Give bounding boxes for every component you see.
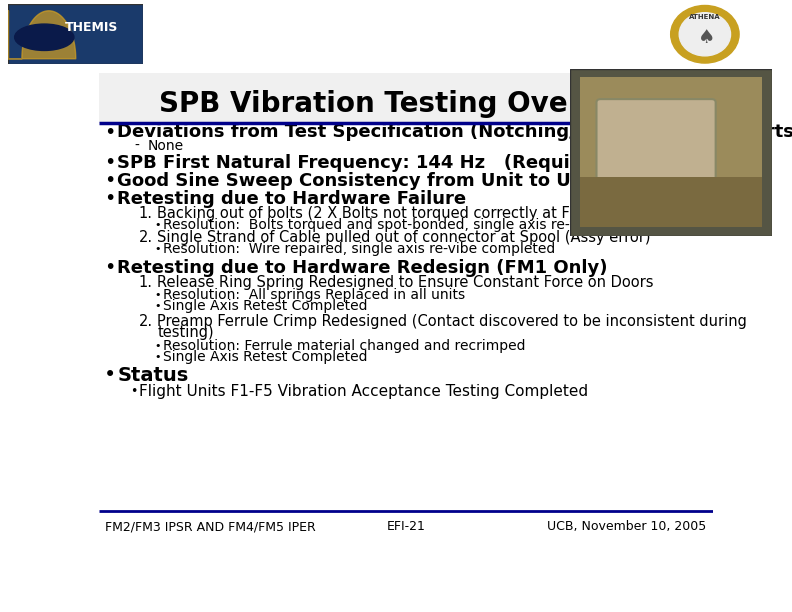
- FancyBboxPatch shape: [99, 73, 713, 123]
- Text: 2.: 2.: [139, 230, 153, 245]
- Text: FM2/FM3 IPSR AND FM4/FM5 IPER: FM2/FM3 IPSR AND FM4/FM5 IPER: [105, 520, 316, 533]
- Text: None: None: [148, 138, 185, 152]
- Text: •: •: [104, 123, 116, 142]
- Text: •: •: [104, 189, 116, 208]
- Text: Resolution:  Bolts torqued and spot-bonded, single axis re-vibe completed: Resolution: Bolts torqued and spot-bonde…: [163, 218, 677, 232]
- Text: •: •: [154, 301, 161, 312]
- Text: Good Sine Sweep Consistency from Unit to Unit (within 15 Hz): Good Sine Sweep Consistency from Unit to…: [117, 172, 748, 190]
- Text: Preamp Ferrule Crimp Redesigned (Contact discovered to be inconsistent during: Preamp Ferrule Crimp Redesigned (Contact…: [158, 314, 747, 329]
- Text: Flight Units F1-F5 Vibration Acceptance Testing Completed: Flight Units F1-F5 Vibration Acceptance …: [139, 384, 588, 399]
- Text: 1.: 1.: [139, 275, 153, 290]
- Circle shape: [671, 6, 739, 63]
- Text: Resolution:  Wire repaired, single axis re-vibe completed: Resolution: Wire repaired, single axis r…: [163, 242, 556, 256]
- Text: •: •: [104, 365, 116, 385]
- Text: $\spadesuit$: $\spadesuit$: [697, 28, 713, 47]
- Text: Retesting due to Hardware Redesign (FM1 Only): Retesting due to Hardware Redesign (FM1 …: [117, 259, 608, 277]
- Text: Deviations from Test Specification (Notching/Force Limiting/Aborts): Deviations from Test Specification (Notc…: [117, 124, 792, 141]
- Text: UCB, November 10, 2005: UCB, November 10, 2005: [547, 520, 706, 533]
- Text: Backing out of bolts (2 X Bolts not torqued correctly at Flight Build): Backing out of bolts (2 X Bolts not torq…: [158, 206, 649, 221]
- Circle shape: [680, 13, 730, 56]
- Text: testing): testing): [158, 325, 214, 340]
- Text: Retesting due to Hardware Failure: Retesting due to Hardware Failure: [117, 190, 466, 208]
- Text: SPB Vibration Testing Overview: SPB Vibration Testing Overview: [158, 90, 653, 118]
- Text: ATHENA: ATHENA: [689, 15, 721, 20]
- Text: Resolution:  All springs Replaced in all units: Resolution: All springs Replaced in all …: [163, 288, 466, 302]
- Text: SPB First Natural Frequency: 144 Hz   (Requirement:  >75 Hz): SPB First Natural Frequency: 144 Hz (Req…: [117, 154, 743, 172]
- Text: •: •: [154, 341, 161, 351]
- Text: Single Axis Retest Completed: Single Axis Retest Completed: [163, 350, 368, 364]
- Text: •: •: [154, 244, 161, 254]
- FancyBboxPatch shape: [8, 4, 143, 64]
- Circle shape: [15, 24, 74, 50]
- Text: THEMIS: THEMIS: [65, 21, 118, 34]
- Text: EFI-21: EFI-21: [386, 520, 425, 533]
- Text: •: •: [154, 220, 161, 230]
- Text: -: -: [134, 138, 139, 152]
- Text: Resolution: Ferrule material changed and recrimped: Resolution: Ferrule material changed and…: [163, 339, 526, 353]
- Text: •: •: [154, 290, 161, 300]
- Text: •: •: [104, 258, 116, 277]
- FancyBboxPatch shape: [596, 99, 716, 181]
- Text: •: •: [154, 352, 161, 362]
- Text: •: •: [130, 385, 137, 398]
- FancyBboxPatch shape: [581, 177, 762, 227]
- Text: 1.: 1.: [139, 206, 153, 221]
- Text: Release Ring Spring Redesigned to Ensure Constant Force on Doors: Release Ring Spring Redesigned to Ensure…: [158, 275, 654, 290]
- Text: Single Axis Retest Completed: Single Axis Retest Completed: [163, 299, 368, 313]
- Text: Single Strand of Cable pulled out of connector at Spool (Assy error): Single Strand of Cable pulled out of con…: [158, 230, 651, 245]
- Text: •: •: [104, 154, 116, 173]
- FancyBboxPatch shape: [570, 69, 772, 236]
- FancyBboxPatch shape: [581, 78, 762, 227]
- Text: •: •: [104, 171, 116, 190]
- Text: 2.: 2.: [139, 314, 153, 329]
- Text: Status: Status: [117, 365, 188, 384]
